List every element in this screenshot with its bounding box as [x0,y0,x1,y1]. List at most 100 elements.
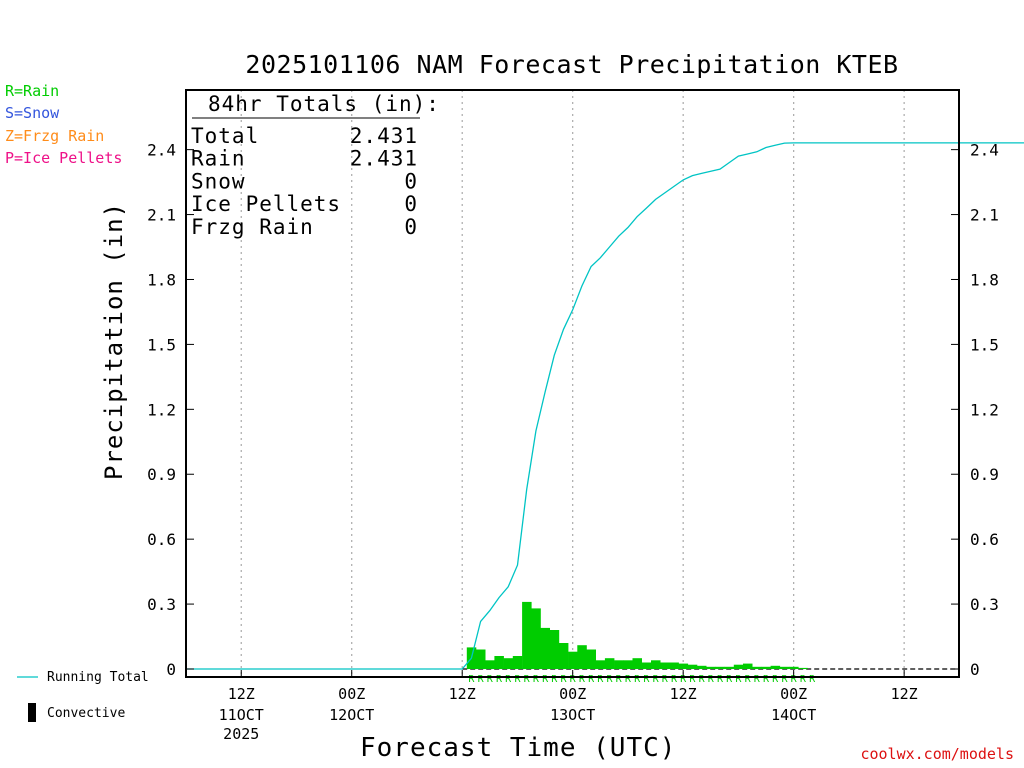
totals-row-label: Frzg Rain [191,215,314,239]
precip-type-marker: R [634,674,641,685]
totals-row-value: 0 [404,215,418,239]
totals-row-label: Total [191,124,259,148]
precip-bar [770,665,781,669]
precip-type-marker: R [643,674,650,685]
precip-bar [641,662,652,669]
precip-bar [577,645,587,669]
precip-bar [715,666,725,669]
precip-bar [743,663,753,669]
precip-type-marker: R [800,674,807,685]
x-tick-time: 00Z [780,685,807,703]
convective-legend-swatch [28,703,36,722]
y-tick-label-left: 0.9 [147,465,176,484]
chart-title: 2025101106 NAM Forecast Precipitation KT… [245,50,899,79]
precip-bar [558,643,569,669]
totals-row-label: Ice Pellets [191,192,341,216]
precip-type-marker: R [689,674,696,685]
precip-bar [687,664,698,669]
precip-type-marker: R [616,674,623,685]
x-tick-date: 13OCT [550,706,595,724]
precip-bar [568,651,578,669]
precip-type-marker: R [597,674,604,685]
precip-type-marker: R [496,674,503,685]
x-tick-date: 11OCT [219,706,264,724]
totals-row-label: Rain [191,147,246,171]
x-tick-time: 12Z [670,685,697,703]
precip-bar [660,662,670,669]
precip-type-marker: R [542,674,549,685]
y-tick-label-left: 1.8 [147,270,176,289]
precip-type-marker: R [468,674,475,685]
legend-running-total-label: Running Total [47,670,149,685]
precip-type-marker: R [487,674,494,685]
precip-type-marker: R [625,674,632,685]
precip-type-marker: R [735,674,742,685]
precip-bar [503,658,514,669]
precip-bar [798,667,808,669]
precip-type-marker: R [533,674,540,685]
precip-type-marker: R [745,674,752,685]
precip-type-marker: R [579,674,586,685]
precip-bar [540,627,550,669]
precip-bar [752,666,762,669]
precip-bar [733,664,744,669]
x-axis-label: Forecast Time (UTC) [360,733,677,763]
precip-type-marker: R [524,674,531,685]
y-axis-label: Precipitation (in) [100,201,128,480]
precip-bar [779,666,790,669]
y-tick-label-right: 0.6 [970,530,999,549]
precip-type-marker: R [505,674,512,685]
precip-bar [724,666,735,669]
precip-type-marker: R [708,674,715,685]
x-tick-time: 12Z [449,685,476,703]
precip-bar [697,665,707,669]
precip-type-marker: R [588,674,595,685]
precip-bar [494,656,504,669]
precip-type-marker: R [726,674,733,685]
x-tick-year: 2025 [223,725,259,743]
precip-bar [678,663,689,669]
precip-type-marker: R [653,674,660,685]
precip-bar [531,608,541,669]
y-tick-label-left: 1.2 [147,400,176,419]
precip-bar [586,649,596,669]
y-tick-label-left: 0.6 [147,530,176,549]
totals-row-value: 0 [404,192,418,216]
totals-box: 84hr Totals (in): Total 2.431 Rain 2.431 Snow… [191,92,440,239]
totals-row-value: 2.431 [350,124,418,148]
precip-type-marker: R [551,674,558,685]
y-tick-label-right: 0.3 [970,595,999,614]
precip-type-marker: R [754,674,761,685]
legend-frzg-rain: Z=Frzg Rain [5,127,105,145]
x-tick-date: 12OCT [329,706,374,724]
precip-bar [485,660,495,669]
y-tick-label-right: 0.9 [970,465,999,484]
x-tick-time: 12Z [228,685,255,703]
legend-convective-label: Convective [47,706,126,721]
y-tick-label-left: 2.1 [147,206,176,225]
vertical-gridlines [186,90,959,677]
precip-bar [623,660,633,669]
totals-heading: 84hr Totals (in): [208,92,440,116]
y-tick-label-left: 1.5 [147,335,176,354]
totals-row-value: 2.431 [350,147,418,171]
y-tick-label-right: 2.4 [970,141,999,160]
x-tick-date: 14OCT [771,706,816,724]
totals-row-value: 0 [404,169,418,193]
precip-type-marker: R [699,674,706,685]
precip-bar [476,649,486,669]
legend-ice-pellets: P=Ice Pellets [5,149,123,167]
credit-link[interactable]: coolwx.com/models [860,745,1014,763]
x-tick-time: 12Z [891,685,918,703]
legend-convective [28,703,36,722]
precip-bar [761,666,771,669]
y-tick-label-left: 0 [166,660,176,679]
y-tick-label-right: 1.5 [970,335,999,354]
y-tick-label-left: 0.3 [147,595,176,614]
precip-type-marker: R [772,674,779,685]
precip-type-marker: R [763,674,770,685]
precip-bar [706,666,716,669]
precip-type-marker: R [717,674,724,685]
